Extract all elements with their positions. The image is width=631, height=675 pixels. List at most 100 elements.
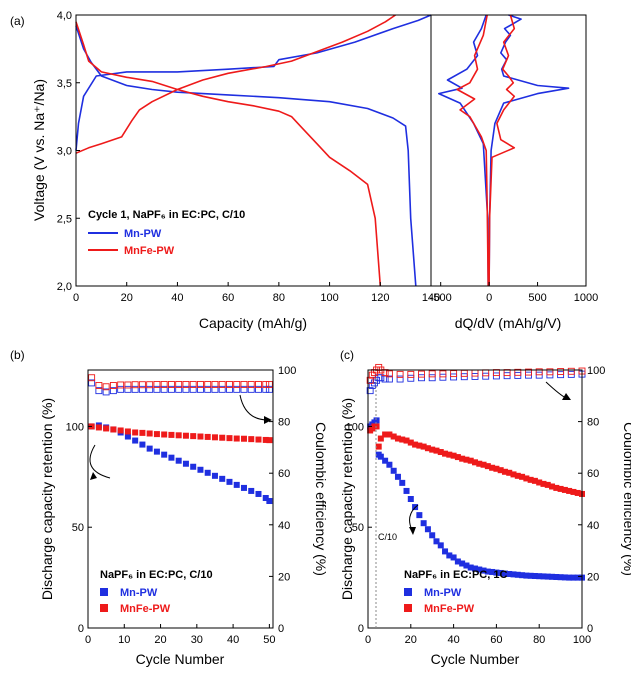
b-point-mn-retention-20 <box>233 481 240 488</box>
b-y2tick-label-2: 40 <box>278 520 290 532</box>
c-ytick-label-2: 100 <box>346 421 364 433</box>
b-point-mn-retention-24 <box>262 494 269 501</box>
a-voltage-ytick-label-1: 2,5 <box>57 213 72 225</box>
b-point-mn-ce-2 <box>102 388 110 396</box>
b-point-mnfe-ce-8 <box>146 381 154 389</box>
b-point-mn-ce-23 <box>255 385 262 393</box>
a-voltage-xtick-label-1: 20 <box>121 292 133 304</box>
b-point-mnfe-ce-23 <box>255 380 262 388</box>
legend-label-mn-c: Mn-PW <box>424 587 462 599</box>
c-point-mnfe-retention-43 <box>540 480 547 487</box>
b-point-mnfe-retention-15 <box>197 433 204 440</box>
c-point-mnfe-ce-20 <box>525 368 532 376</box>
b-point-mnfe-ce-25 <box>265 380 273 388</box>
c-xtick-label-4: 80 <box>533 634 545 646</box>
b-point-mn-ce-11 <box>167 385 175 393</box>
c-point-mn-retention-33 <box>497 569 504 576</box>
a-voltage-line-mn-1 <box>75 25 417 287</box>
a-voltage-xtick-label-5: 100 <box>320 292 338 304</box>
b-y2tick-label-4: 80 <box>278 417 290 429</box>
c-point-mn-retention-11 <box>403 487 410 494</box>
b-point-mn-retention-7 <box>139 441 146 448</box>
c-point-mn-retention-29 <box>480 567 487 574</box>
c-y2tick-label-2: 40 <box>587 520 599 532</box>
c-point-mnfe-ce-24 <box>567 367 575 375</box>
c-ytick-label-1: 50 <box>352 522 364 534</box>
c-point-mnfe-retention-46 <box>553 484 560 491</box>
c-point-mn-retention-24 <box>459 560 466 567</box>
legend-label-mnfe-c: MnFe-PW <box>424 603 475 615</box>
c-point-mnfe-retention-26 <box>467 457 474 464</box>
c-point-mnfe-retention-7 <box>386 431 393 438</box>
c-ytick-label-0: 0 <box>358 623 364 635</box>
b-point-mn-retention-16 <box>204 469 211 476</box>
panel-b-xlabel: Cycle Number <box>136 651 225 667</box>
a-dqdv-line-mnfe-1 <box>456 14 489 287</box>
legend-label-mnfe-a: MnFe-PW <box>124 245 175 257</box>
b-ytick-label-1: 50 <box>72 522 84 534</box>
panel-a-xlabel: Capacity (mAh/g) <box>199 315 307 331</box>
panel-b-arrowhead-right <box>264 416 272 424</box>
legend-label-mn-a: Mn-PW <box>124 228 162 240</box>
c-y2tick-label-0: 0 <box>587 623 593 635</box>
c-point-mn-retention-9 <box>394 473 401 480</box>
b-xtick-label-4: 40 <box>227 634 239 646</box>
c-point-mnfe-retention-41 <box>531 477 538 484</box>
c-point-mn-ce-9 <box>407 374 415 382</box>
c-point-mn-retention-51 <box>574 574 581 581</box>
panel-letter-c: (c) <box>340 348 354 362</box>
b-point-mn-ce-22 <box>247 385 255 393</box>
c-point-mnfe-retention-23 <box>454 454 461 461</box>
panel-b-y2label: Coulombic efficiency (%) <box>313 422 329 576</box>
b-point-mn-ce-15 <box>197 385 204 393</box>
b-point-mn-retention-18 <box>219 475 226 482</box>
b-y2tick-label-0: 0 <box>278 623 284 635</box>
panel-b-arrow-left <box>89 444 111 479</box>
c-xtick-label-1: 20 <box>405 634 417 646</box>
c-point-mnfe-retention-31 <box>489 464 496 471</box>
b-point-mn-retention-22 <box>248 487 255 494</box>
c-point-mnfe-retention-11 <box>403 437 410 444</box>
a-voltage-ytick-label-2: 3,0 <box>57 146 72 158</box>
b-point-mn-ce-6 <box>131 385 139 393</box>
c-y2tick-label-1: 20 <box>587 571 599 583</box>
a-dqdv-xtick-label-2: 500 <box>528 292 546 304</box>
c-point-mn-retention-41 <box>531 572 538 579</box>
b-point-mnfe-retention-24 <box>262 436 269 443</box>
panel-a-dqdv-frame <box>430 14 587 287</box>
c-point-mnfe-ce-7 <box>385 370 393 378</box>
legend-swatch-mn-b <box>100 588 108 596</box>
c-point-mn-retention-39 <box>523 572 530 579</box>
c-point-mnfe-retention-10 <box>399 436 406 443</box>
b-point-mnfe-retention-2 <box>103 425 110 432</box>
b-point-mnfe-ce-16 <box>204 380 212 388</box>
b-point-mnfe-retention-1 <box>95 424 102 431</box>
b-point-mn-retention-10 <box>161 451 168 458</box>
a-dqdv-xtick-label-1: 0 <box>486 292 492 304</box>
b-point-mn-ce-1 <box>95 387 103 395</box>
b-point-mnfe-retention-4 <box>117 427 124 434</box>
c-point-mnfe-retention-3 <box>373 423 380 430</box>
b-point-mn-ce-14 <box>189 385 197 393</box>
c-point-mnfe-retention-48 <box>561 486 568 493</box>
c-point-mn-retention-17 <box>429 532 436 539</box>
b-point-mnfe-retention-3 <box>110 426 117 433</box>
c-point-mnfe-retention-6 <box>382 431 389 438</box>
c-point-mn-retention-26 <box>467 564 474 571</box>
c-point-mnfe-ce-13 <box>450 370 458 378</box>
b-point-mnfe-ce-10 <box>160 380 168 388</box>
panel-letter-b: (b) <box>10 348 25 362</box>
panel-c-annotation: C/10 <box>378 532 397 542</box>
c-point-mnfe-retention-50 <box>570 488 577 495</box>
c-point-mn-retention-42 <box>536 573 543 580</box>
b-point-mn-ce-18 <box>218 385 226 393</box>
c-point-mnfe-retention-15 <box>420 443 427 450</box>
c-point-mn-retention-44 <box>544 573 551 580</box>
b-point-mnfe-ce-13 <box>182 380 190 388</box>
b-point-mnfe-retention-25 <box>266 437 273 444</box>
b-point-mn-ce-3 <box>109 387 117 395</box>
panel-c-legend-title: NaPF₆ in EC:PC, 1C <box>404 569 507 581</box>
c-point-mn-retention-10 <box>399 479 406 486</box>
